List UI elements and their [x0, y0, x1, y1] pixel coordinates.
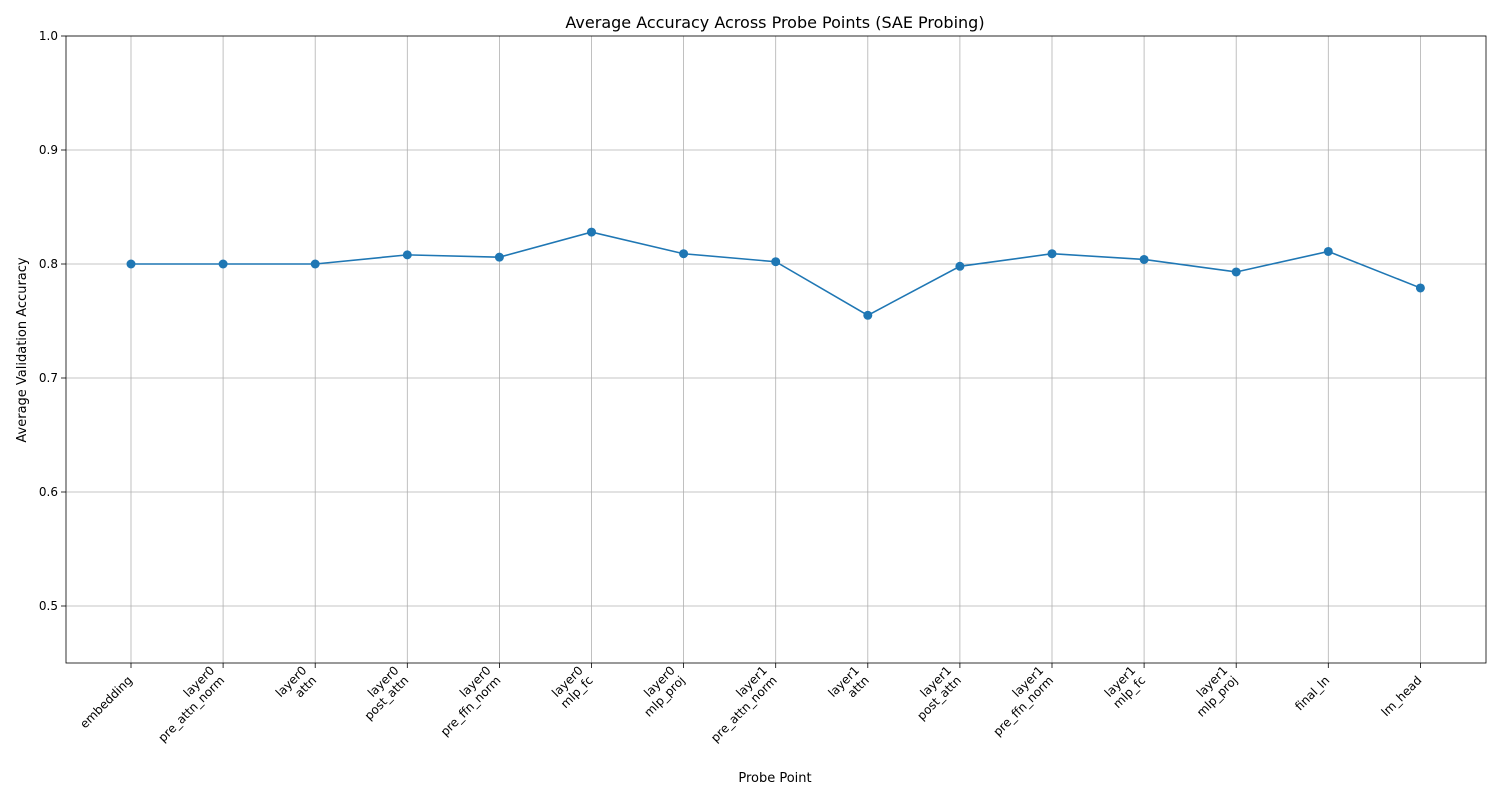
y-axis-label: Average Validation Accuracy: [15, 257, 30, 442]
x-axis-label: Probe Point: [738, 771, 811, 786]
x-tick-label: lm_head: [1379, 673, 1425, 719]
x-tick-label: layer1pre_attn_norm: [698, 663, 780, 745]
x-tick-label: layer0mlp_fc: [548, 663, 596, 711]
y-tick-label: 0.7: [39, 371, 58, 385]
grid: [66, 35, 1486, 663]
y-tick-label: 0.9: [39, 143, 58, 157]
x-tick-label: layer0pre_ffn_norm: [428, 663, 504, 739]
data-point: [1415, 283, 1425, 293]
axes: 0.5 0.6 0.7 0.8 0.9 1.0 embedding layer0pre_att…: [39, 29, 1487, 745]
x-tick-label: final_ln: [1292, 673, 1332, 713]
series-line: [126, 227, 1425, 320]
data-point: [1139, 254, 1149, 264]
x-tick-label: layer1mlp_fc: [1101, 663, 1149, 711]
x-tick-label-line: final_ln: [1292, 673, 1332, 713]
y-tick-label: 0.8: [39, 257, 58, 271]
x-tick-label: embedding: [77, 673, 135, 731]
data-point: [494, 252, 504, 262]
data-point: [1231, 267, 1241, 277]
y-tick-label: 0.5: [39, 599, 58, 613]
x-tick-label-line: lm_head: [1379, 673, 1425, 719]
y-tick-label: 0.6: [39, 485, 58, 499]
data-point: [1047, 249, 1057, 259]
x-tick-label: layer0pre_attn_norm: [146, 663, 228, 745]
chart-title: Average Accuracy Across Probe Points (SA…: [565, 13, 984, 32]
x-tick-label: layer0attn: [273, 663, 319, 709]
data-point: [310, 259, 320, 269]
data-point: [771, 257, 781, 267]
x-tick-label: layer0mlp_proj: [631, 663, 687, 719]
data-point: [679, 249, 689, 259]
y-tick-label: 1.0: [39, 29, 58, 43]
data-point: [955, 261, 965, 271]
data-point: [587, 227, 596, 237]
data-point: [402, 250, 412, 260]
data-point: [126, 259, 136, 269]
data-point: [863, 310, 873, 320]
x-tick-label: layer1pre_ffn_norm: [981, 663, 1057, 739]
x-tick-label: layer1mlp_proj: [1184, 663, 1240, 719]
x-tick-label-line: embedding: [77, 673, 135, 731]
x-tick-label: layer1post_attn: [904, 663, 964, 723]
data-point: [1323, 246, 1333, 256]
data-point: [218, 259, 228, 269]
x-tick-label: layer0post_attn: [352, 663, 412, 723]
x-tick-label: layer1attn: [825, 663, 871, 709]
